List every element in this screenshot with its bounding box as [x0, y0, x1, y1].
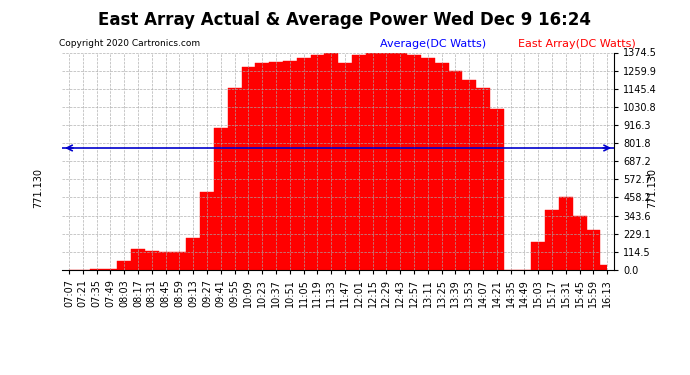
Text: 771.130: 771.130: [647, 168, 657, 207]
Text: East Array Actual & Average Power Wed Dec 9 16:24: East Array Actual & Average Power Wed De…: [99, 11, 591, 29]
Text: East Array(DC Watts): East Array(DC Watts): [518, 39, 635, 50]
Text: 771.130: 771.130: [33, 168, 43, 207]
Text: Copyright 2020 Cartronics.com: Copyright 2020 Cartronics.com: [59, 39, 200, 48]
Text: Average(DC Watts): Average(DC Watts): [380, 39, 486, 50]
